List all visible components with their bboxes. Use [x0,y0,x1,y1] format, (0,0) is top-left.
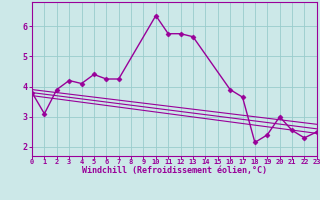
X-axis label: Windchill (Refroidissement éolien,°C): Windchill (Refroidissement éolien,°C) [82,166,267,175]
